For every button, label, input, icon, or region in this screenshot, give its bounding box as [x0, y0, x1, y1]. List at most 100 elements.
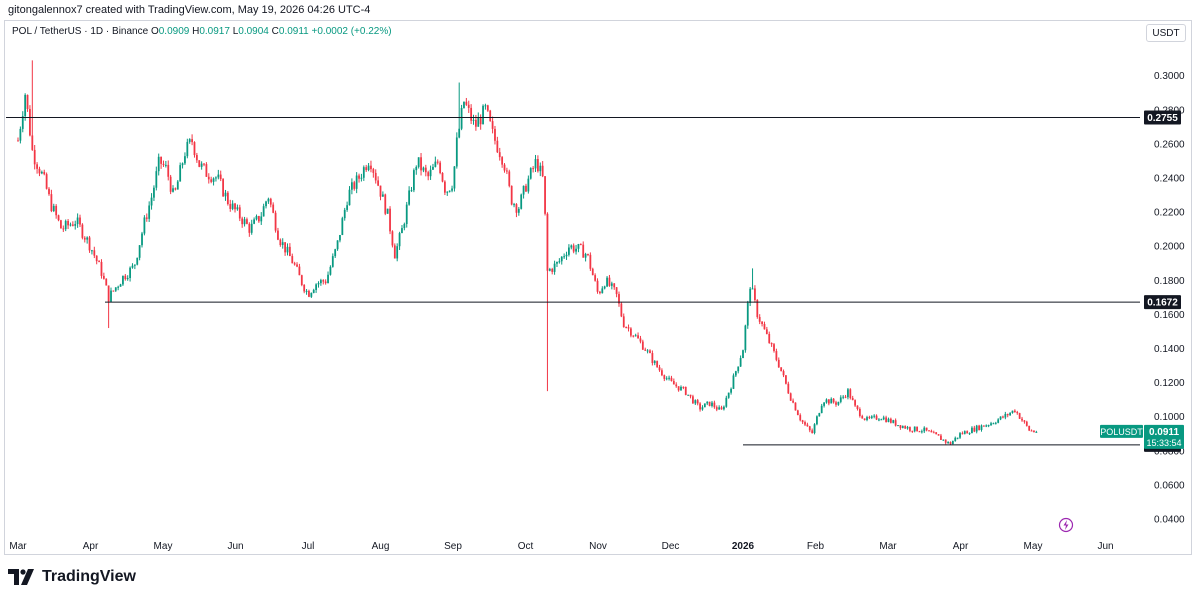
candle-body — [370, 165, 372, 170]
candle-body — [229, 204, 232, 209]
candle-body — [658, 367, 661, 371]
candle-body — [377, 180, 380, 186]
candle-body — [336, 240, 339, 250]
candle-body — [971, 427, 973, 434]
candle-body — [1023, 420, 1026, 422]
candle-body — [55, 205, 58, 216]
candle-body — [1030, 430, 1033, 432]
candle-body — [231, 203, 234, 209]
candle-body — [253, 219, 256, 224]
candle-body — [913, 426, 916, 432]
candle-body — [813, 424, 816, 434]
candle-body — [982, 425, 985, 427]
candle-body — [923, 427, 926, 432]
candle-body — [167, 164, 170, 177]
candle-body — [770, 342, 773, 345]
candle-body — [436, 161, 439, 163]
candle-body — [203, 163, 205, 165]
candle-body — [515, 204, 518, 213]
candle-body — [379, 185, 382, 197]
candle-body — [181, 163, 184, 166]
candle-body — [909, 427, 911, 431]
candle-body — [861, 416, 864, 419]
candle-body — [818, 413, 821, 417]
candle-body — [33, 149, 36, 165]
candle-body — [746, 302, 749, 326]
candle-body — [114, 287, 117, 291]
close-value: 0.0911 — [278, 26, 309, 37]
candle-body — [212, 178, 215, 182]
open-label: O — [150, 26, 159, 37]
candle-body — [625, 327, 628, 329]
candle-body — [243, 219, 246, 225]
candle-body — [195, 155, 198, 161]
y-tick-label: 0.3000 — [1154, 71, 1185, 82]
candle-body — [718, 407, 721, 410]
low-label: L — [232, 26, 239, 37]
candle-body — [88, 237, 91, 251]
candle-body — [899, 425, 902, 428]
candle-body — [348, 189, 351, 206]
candle-body — [138, 245, 141, 258]
candle-body — [432, 166, 434, 170]
y-tick-label: 0.0400 — [1154, 515, 1185, 526]
candle-body — [713, 402, 716, 408]
candle-body — [453, 166, 456, 189]
candle-body — [303, 284, 306, 292]
candle-body — [458, 128, 461, 138]
x-tick-label: May — [1024, 541, 1043, 552]
candle-body — [775, 351, 778, 360]
candle-body — [319, 280, 322, 284]
candle-body — [737, 366, 740, 372]
candle-body — [150, 197, 153, 206]
symbol-name[interactable]: POL / TetherUS · 1D · Binance — [12, 26, 149, 37]
candle-body — [415, 166, 418, 171]
candle-body — [76, 217, 79, 225]
candle-body — [26, 94, 29, 109]
candle-body — [122, 275, 124, 285]
candle-body — [696, 400, 699, 404]
candle-body — [188, 139, 191, 142]
candle-body — [257, 216, 260, 222]
x-tick-label: Apr — [953, 541, 969, 552]
candle-body — [837, 401, 840, 405]
candle-body — [525, 185, 527, 192]
close-label: C — [271, 26, 279, 37]
candle-body — [86, 237, 89, 240]
candle-body — [1028, 425, 1031, 431]
candle-body — [548, 268, 551, 271]
candle-body — [665, 378, 668, 380]
candle-body — [830, 398, 833, 404]
candle-body — [248, 223, 251, 233]
candle-body — [396, 246, 399, 259]
candle-body — [887, 418, 890, 423]
candle-body — [565, 254, 568, 257]
candle-body — [894, 420, 897, 426]
candle-body — [474, 119, 477, 127]
candle-body — [153, 187, 155, 198]
candle-body — [680, 386, 682, 391]
candle-body — [465, 101, 468, 105]
candle-body — [398, 233, 401, 247]
candle-body — [52, 205, 55, 211]
candle-body — [820, 405, 823, 414]
candle-body — [293, 263, 296, 265]
x-tick-label: May — [154, 541, 173, 552]
candle-body — [620, 303, 623, 317]
candle-body — [236, 207, 239, 210]
candle-body — [491, 121, 494, 129]
candle-body — [928, 430, 930, 432]
y-tick-label: 0.2200 — [1154, 208, 1185, 219]
candle-body — [102, 275, 105, 279]
currency-button[interactable]: USDT — [1146, 24, 1186, 42]
candle-body — [172, 188, 174, 192]
candle-body — [870, 416, 873, 418]
candle-body — [451, 188, 453, 191]
x-tick-label: Jun — [227, 541, 243, 552]
candle-body — [210, 179, 213, 182]
lightning-icon[interactable] — [1058, 517, 1074, 533]
candle-body — [198, 160, 201, 167]
candle-body — [677, 386, 680, 391]
symbol-tag-label: POLUSDT — [1100, 427, 1143, 437]
